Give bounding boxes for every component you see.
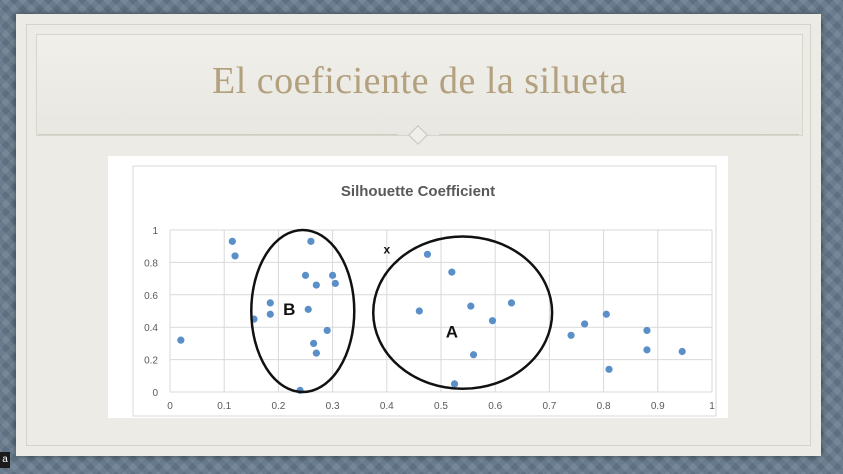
x-tick-label: 0.8 [597,401,611,412]
scatter-chart: Silhouette Coefficient 0 0.1 0.2 0.3 0.4 0.5 0.… [132,165,717,417]
data-point [423,250,432,258]
y-tick-label: 0.4 [144,323,158,334]
y-tick-label: 0 [152,388,158,399]
data-point [177,336,185,344]
x-tick-label: 0.1 [217,401,231,412]
y-tick-label: 0.8 [144,258,158,269]
divider-line-left [38,134,398,135]
data-point [605,365,613,373]
x-tick-label: 0.4 [380,401,394,412]
presentation-slide: El coeficiente de la silueta Silhouette … [16,14,821,456]
data-point [643,346,651,354]
data-point [678,347,686,356]
cluster-ellipse-a [372,235,554,391]
data-point [602,310,610,318]
x-tick-label: 0.7 [542,401,556,412]
data-point [307,237,315,245]
data-point [266,299,274,307]
data-point [581,320,589,328]
cluster-ellipse-b [250,228,356,394]
data-point [329,271,337,279]
data-point [448,268,456,276]
annotation-label-a: A [446,323,458,342]
data-point [301,271,310,279]
data-point [488,317,497,325]
y-tick-label: 0.2 [144,356,158,367]
data-point [266,310,274,318]
x-tick-label: 0.9 [651,401,665,412]
annotation-x-mark: x [383,242,390,256]
data-point [312,349,320,357]
data-point [231,252,239,260]
x-tick-label: 0.3 [326,401,340,412]
chart-title: Silhouette Coefficient [341,183,495,200]
y-tick-label: 1 [152,226,158,237]
chart-container: Silhouette Coefficient 0 0.1 0.2 0.3 0.4 0.5 0.… [108,156,728,418]
corner-label: a [0,452,10,468]
title-panel: El coeficiente de la silueta [36,34,803,136]
data-point [228,237,236,245]
data-point [567,331,575,339]
data-point [415,307,423,315]
chart-area-border [132,165,717,417]
slide-frame [26,24,811,446]
data-point [312,281,320,289]
data-point [469,351,478,359]
data-point [467,302,475,310]
divider-line-right [439,134,799,135]
data-point [304,305,312,313]
data-point [507,299,516,307]
x-tick-label: 0 [167,401,173,412]
x-tick-label: 0.5 [434,401,448,412]
data-point [643,326,651,335]
data-point [450,380,459,388]
data-point [331,279,339,288]
y-tick-label: 0.6 [144,291,158,302]
slide-title: El coeficiente de la silueta [212,60,627,102]
data-point [310,339,318,347]
x-tick-label: 0.6 [488,401,502,412]
x-tick-label: 1 [709,401,715,412]
title-divider [16,125,821,145]
annotation-label-b: B [283,300,295,319]
x-tick-label: 0.2 [271,401,285,412]
data-point [323,326,331,335]
